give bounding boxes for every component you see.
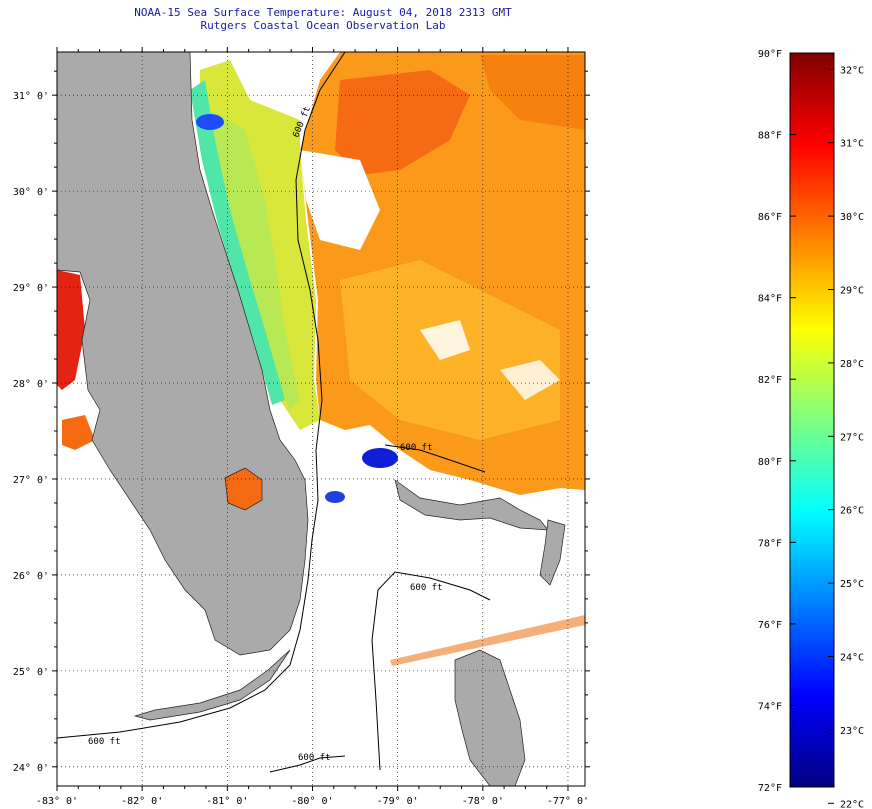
colorbar-labels: 90°F 88°F 86°F 84°F 82°F 80°F 78°F 76°F 74°F 72°F… [758, 49, 864, 809]
colorbar-c-label: 23°C [840, 726, 864, 737]
colorbar-c-label: 26°C [840, 506, 864, 517]
colorbar-f-label: 78°F [758, 538, 782, 549]
contour-label-south: 600 ft [298, 753, 331, 763]
colorbar [789, 52, 835, 788]
colorbar-c-label: 24°C [840, 653, 864, 664]
map-frame [56, 51, 586, 787]
colorbar-f-label: 88°F [758, 131, 782, 142]
colorbar-f-label: 86°F [758, 212, 782, 223]
colorbar-c-label: 30°C [840, 212, 864, 223]
lon-tick-label: -81° 0' [206, 796, 248, 807]
lat-tick-label: 24° 0' [13, 763, 49, 774]
lon-tick-label: -83° 0' [36, 796, 78, 807]
contour-label-bahamas: 600 ft [400, 443, 433, 453]
colorbar-f-label: 82°F [758, 375, 782, 386]
lon-tick-label: -78° 0' [462, 796, 504, 807]
colorbar-c-label: 29°C [840, 286, 864, 297]
lat-tick-label: 25° 0' [13, 667, 49, 678]
andros-island [454, 649, 526, 786]
colorbar-f-label: 84°F [758, 294, 782, 305]
lat-tick-label: 31° 0' [13, 91, 49, 102]
lat-tick-label: 27° 0' [13, 475, 49, 486]
lat-tick-label: 30° 0' [13, 187, 49, 198]
lake-okeechobee [224, 467, 263, 511]
axis-ticks [52, 47, 590, 791]
colorbar-c-label: 22°C [840, 799, 864, 809]
axis-labels: -83° 0' -82° 0' -81° 0' -80° 0' -79° 0' -78° … [13, 91, 589, 807]
lon-tick-label: -80° 0' [291, 796, 333, 807]
lat-tick-label: 29° 0' [13, 283, 49, 294]
land [57, 52, 566, 786]
colorbar-c-label: 25°C [840, 579, 864, 590]
contour-label-east: 600 ft [410, 583, 443, 593]
colorbar-c-label: 28°C [840, 359, 864, 370]
map-grid [57, 52, 585, 786]
lon-tick-label: -79° 0' [377, 796, 419, 807]
colorbar-f-label: 72°F [758, 783, 782, 794]
lat-tick-label: 26° 0' [13, 571, 49, 582]
map-subtitle: Rutgers Coastal Ocean Observation Lab [200, 19, 446, 32]
map-layers: 600 ft 600 ft 600 ft 600 ft 600 ft [57, 52, 585, 786]
colorbar-c-label: 31°C [840, 139, 864, 150]
map-title: NOAA-15 Sea Surface Temperature: August … [134, 6, 512, 19]
florida-keys [133, 649, 291, 721]
colorbar-f-label: 76°F [758, 620, 782, 631]
lat-tick-label: 28° 0' [13, 379, 49, 390]
colorbar-c-label: 27°C [840, 432, 864, 443]
colorbar-f-label: 80°F [758, 457, 782, 468]
colorbar-c-label: 32°C [840, 65, 864, 76]
lon-tick-label: -77° 0' [547, 796, 589, 807]
colorbar-f-label: 74°F [758, 701, 782, 712]
colorbar-f-label: 90°F [758, 49, 782, 60]
isobath-600ft [57, 52, 491, 773]
contour-label-southwest: 600 ft [88, 737, 121, 747]
lon-tick-label: -82° 0' [121, 796, 163, 807]
eleuthera [539, 519, 566, 586]
